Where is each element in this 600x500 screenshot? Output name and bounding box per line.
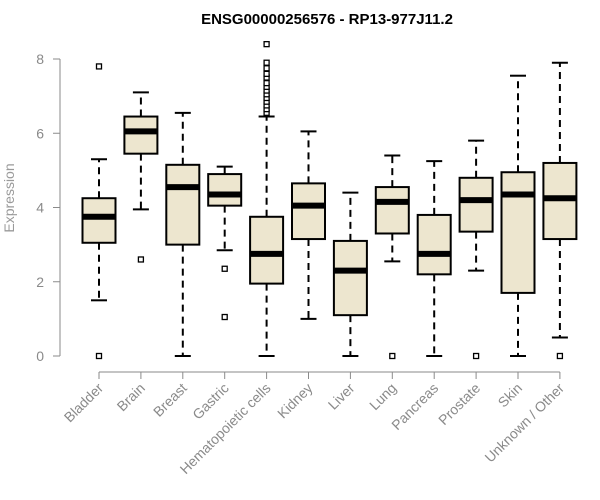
outlier-point — [263, 41, 270, 48]
box-group — [542, 61, 578, 360]
y-axis: 0 2 4 6 8 — [36, 51, 61, 364]
outlier-point — [263, 70, 270, 77]
x-tick-label: Skin — [495, 380, 526, 411]
x-tick-label: Pancreas — [388, 380, 441, 433]
plot-area — [81, 41, 578, 360]
box-iqr — [123, 115, 159, 155]
box-iqr — [165, 163, 201, 246]
y-axis-label: Expression — [1, 163, 17, 232]
x-tick-label: Liver — [325, 380, 358, 413]
y-tick-label: 4 — [36, 200, 44, 216]
outlier-point — [221, 313, 228, 321]
x-tick-label: Brain — [114, 380, 148, 414]
outlier-point — [263, 59, 270, 66]
box-iqr — [332, 239, 368, 317]
x-tick-label: Prostate — [435, 380, 483, 428]
y-tick-label: 0 — [36, 348, 44, 364]
outlier-point — [556, 352, 564, 360]
x-tick-label: Breast — [150, 380, 190, 420]
outlier-point — [472, 352, 480, 360]
box-group — [81, 63, 117, 360]
box-iqr — [291, 182, 326, 241]
box-iqr — [500, 171, 536, 294]
x-tick-label: Lung — [366, 380, 399, 413]
chart-title: ENSG00000256576 - RP13-977J11.2 — [201, 11, 453, 28]
box-group — [374, 154, 410, 360]
x-tick-label: Kidney — [274, 380, 316, 422]
outlier-point — [389, 352, 396, 360]
box-group — [332, 191, 368, 357]
outlier-point — [95, 63, 103, 70]
box-iqr — [81, 197, 117, 244]
box-iqr — [458, 176, 494, 233]
y-tick-label: 6 — [36, 125, 44, 141]
outlier-point — [95, 352, 103, 360]
x-tick-label: Unknown / Other — [481, 380, 567, 466]
box-iqr — [374, 186, 410, 235]
box-group — [458, 139, 494, 360]
box-group — [123, 91, 159, 263]
y-tick-label: 2 — [36, 274, 44, 290]
box-group — [165, 111, 201, 357]
outlier-point — [263, 65, 270, 72]
box-group — [249, 41, 285, 357]
box-group — [207, 165, 243, 321]
box-group — [416, 160, 452, 357]
y-tick-label: 8 — [36, 51, 44, 67]
outlier-point — [263, 79, 270, 87]
outlier-point — [137, 256, 145, 263]
box-iqr — [249, 215, 285, 285]
box-group — [500, 74, 536, 357]
x-tick-label: Bladder — [61, 380, 107, 426]
box-iqr — [416, 213, 452, 276]
outlier-point — [221, 265, 228, 272]
box-group — [291, 130, 326, 320]
box-iqr — [207, 173, 243, 207]
